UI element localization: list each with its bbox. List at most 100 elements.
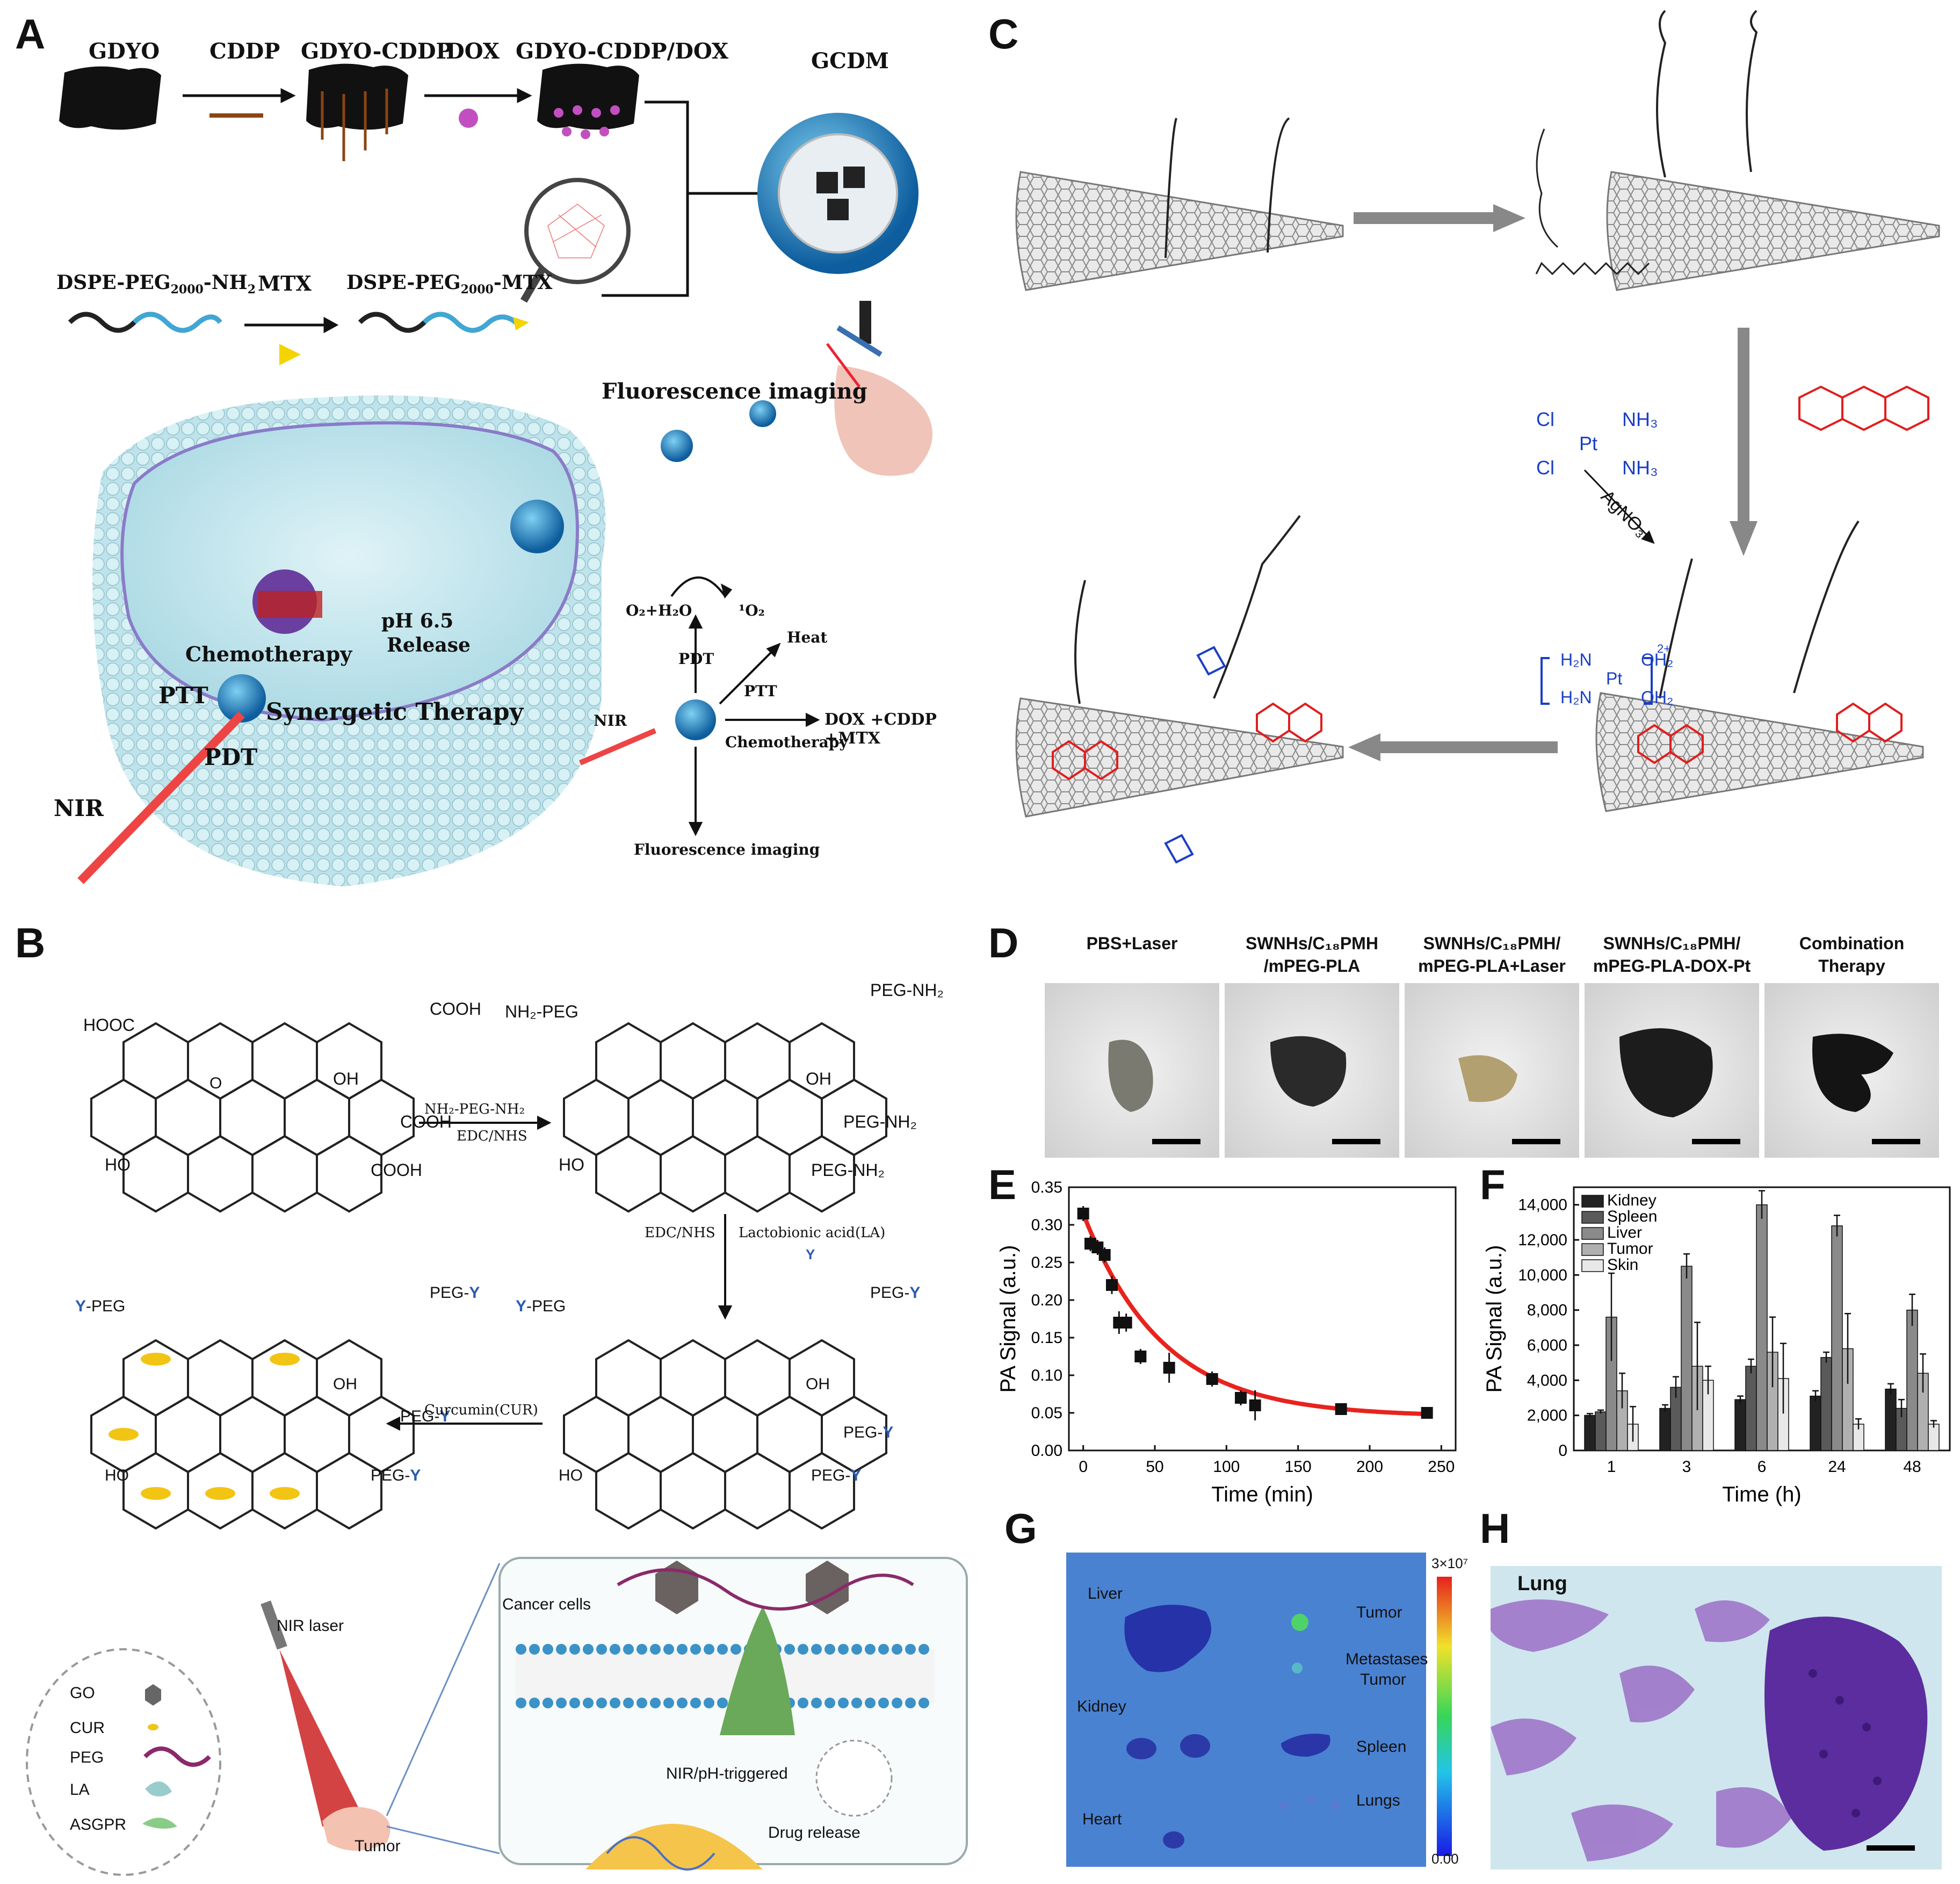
panel-f: 0 2,000 4,000 6,000 8,000 10,000 12,000 14,000 1…: [1472, 1171, 1960, 1526]
label-cl-1: Cl: [1536, 408, 1554, 430]
legend-swatch: [1581, 1227, 1604, 1240]
label-fluorescence-imaging-mech: Fluorescence imaging: [634, 841, 820, 858]
y-tick-label: 4,000: [1527, 1372, 1567, 1389]
photo-3: [1405, 983, 1579, 1158]
label-o2-h2o: O₂+H₂O: [626, 602, 692, 619]
label-lungs: Lungs: [1356, 1792, 1400, 1809]
label-pegy-4: PEG-Y: [870, 1284, 921, 1302]
nanohorn-2: [1606, 171, 1940, 291]
label-pegy-5: PEG-Y: [843, 1424, 894, 1441]
y-tick-label: 0: [1558, 1442, 1567, 1460]
mouse-image: [834, 365, 932, 476]
bar-spleen: [1595, 1411, 1607, 1451]
spleen-organ: [1281, 1734, 1330, 1757]
label-release: Release: [387, 634, 471, 656]
panel-label-e: E: [988, 1161, 1017, 1208]
x-tick-label: 200: [1356, 1458, 1383, 1476]
panel-b-graphics: [26, 1022, 968, 1876]
label-pegy-6: PEG-Y: [811, 1467, 862, 1484]
legend-swatch: [1581, 1211, 1604, 1224]
label-nh3-2: NH₃: [1622, 457, 1658, 479]
x-axis-label: Time (min): [1211, 1483, 1313, 1506]
label-ypeg-2: Y-PEG: [516, 1297, 566, 1315]
label-pegy-2: PEG-Y: [400, 1407, 451, 1425]
panel-e: 0.00 0.05 0.10 0.15 0.20 0.25 0.30 0.35 0 50 100 15…: [988, 1171, 1472, 1526]
label-drugs: DOX +CDDP +MTX: [824, 710, 937, 748]
photo-5: [1764, 983, 1939, 1158]
label-h2n-1: H₂N: [1560, 650, 1592, 669]
lipid-bilayer: [516, 1644, 935, 1708]
label-lung: Lung: [1517, 1572, 1567, 1595]
x-tick-label: 0: [1079, 1458, 1088, 1476]
label-pt-2: Pt: [1606, 669, 1623, 688]
label-epoxide-o-1: O: [209, 1074, 222, 1092]
bar-kidney: [1584, 1414, 1596, 1451]
panel-a: GDYO CDDP GDYO-CDDP DOX GDYO-CDDP/DOX GC…: [0, 0, 988, 908]
x-tick-label: 1: [1607, 1458, 1616, 1476]
go-structure-2: [563, 1022, 887, 1213]
panel-label-h: H: [1480, 1505, 1510, 1552]
panel-h: Lung: [1491, 1566, 1942, 1869]
legend-swatch: [1581, 1243, 1604, 1256]
x-tick-label: 250: [1428, 1458, 1455, 1476]
panel-c-graphics: [1015, 10, 1940, 864]
label-oh-3: OH: [333, 1375, 357, 1393]
label-ptt-mech: PTT: [744, 682, 777, 700]
data-point: [1106, 1279, 1118, 1291]
label-oh-4: OH: [806, 1375, 830, 1393]
y-axis-label: PA Signal (a.u.): [996, 1245, 1020, 1393]
legend-cur: CUR: [70, 1719, 105, 1737]
nucleus-icon: [585, 1824, 763, 1869]
label-cl-2: Cl: [1536, 457, 1554, 479]
label-oh-2: OH: [806, 1069, 831, 1088]
label-tumor-g: Tumor: [1356, 1604, 1402, 1621]
y-tick-label: 0.15: [1031, 1329, 1062, 1347]
legend-go: GO: [70, 1684, 95, 1702]
label-cancer-cells: Cancer cells: [502, 1596, 591, 1613]
legend-label: Kidney: [1607, 1192, 1657, 1209]
dox-icon: [459, 109, 478, 128]
x-tick-label: 3: [1682, 1458, 1691, 1476]
group-label-1: PBS+Laser: [1086, 934, 1178, 953]
label-nir-ph: NIR/pH-triggered: [666, 1765, 788, 1782]
label-gdyo: GDYO: [89, 39, 160, 64]
bar-kidney: [1734, 1399, 1746, 1451]
label-peg-nh2-3: PEG-NH₂: [811, 1160, 885, 1180]
label-dox: DOX: [446, 39, 500, 64]
scale-bar: [1867, 1845, 1915, 1851]
y-tick-label: 10,000: [1518, 1266, 1567, 1284]
y-tick-label: 0.30: [1031, 1216, 1062, 1234]
label-cooh-3: COOH: [371, 1160, 422, 1180]
asgpr-receptor: [720, 1606, 795, 1735]
group-label-4: SWNHs/C₁₈PMH/ mPEG-PLA-DOX-Pt: [1593, 934, 1751, 976]
fluorescence-image: [1066, 1553, 1452, 1867]
syringe-icon: [836, 325, 883, 357]
data-point: [1421, 1407, 1433, 1419]
label-nh3-1: NH₃: [1622, 408, 1658, 430]
go-legend-icon: [145, 1684, 161, 1706]
x-tick-label: 6: [1758, 1458, 1767, 1476]
label-pegy-1: PEG-Y: [430, 1284, 480, 1302]
legend-label: Tumor: [1607, 1240, 1653, 1258]
label-drug-release: Drug release: [768, 1824, 860, 1842]
legend-swatch: [1581, 1195, 1604, 1208]
label-hooc: HOOC: [83, 1015, 135, 1035]
label-pdt: PDT: [204, 744, 258, 770]
gdyo-cddp-dox-sheet: [537, 63, 639, 130]
group-label-2: SWNHs/C₁₈PMH /mPEG-PLA: [1246, 934, 1378, 976]
y-tick-label: 6,000: [1527, 1337, 1567, 1354]
label-curcumin: Curcumin(CUR): [424, 1402, 538, 1418]
y-tick-label: 0.25: [1031, 1254, 1062, 1272]
label-spleen: Spleen: [1356, 1738, 1407, 1756]
fluorescence-background: [1066, 1553, 1426, 1867]
legend-label: Skin: [1607, 1256, 1638, 1274]
x-tick-label: 48: [1903, 1458, 1921, 1476]
chart-e-svg: 0.00 0.05 0.10 0.15 0.20 0.25 0.30 0.35 0 50 100 15…: [996, 1179, 1457, 1506]
label-metastases-tumor: Metastases Tumor: [1346, 1650, 1428, 1688]
panel-b: HOOC COOH COOH COOH OH HO O NH₂-PEG-NH₂ …: [0, 908, 988, 1884]
photo-2: [1225, 983, 1399, 1158]
label-edc-nhs-2: EDC/NHS: [645, 1225, 715, 1241]
dna-icon: [606, 1836, 715, 1871]
legend-label: Liver: [1607, 1224, 1642, 1241]
data-point: [1134, 1351, 1147, 1362]
